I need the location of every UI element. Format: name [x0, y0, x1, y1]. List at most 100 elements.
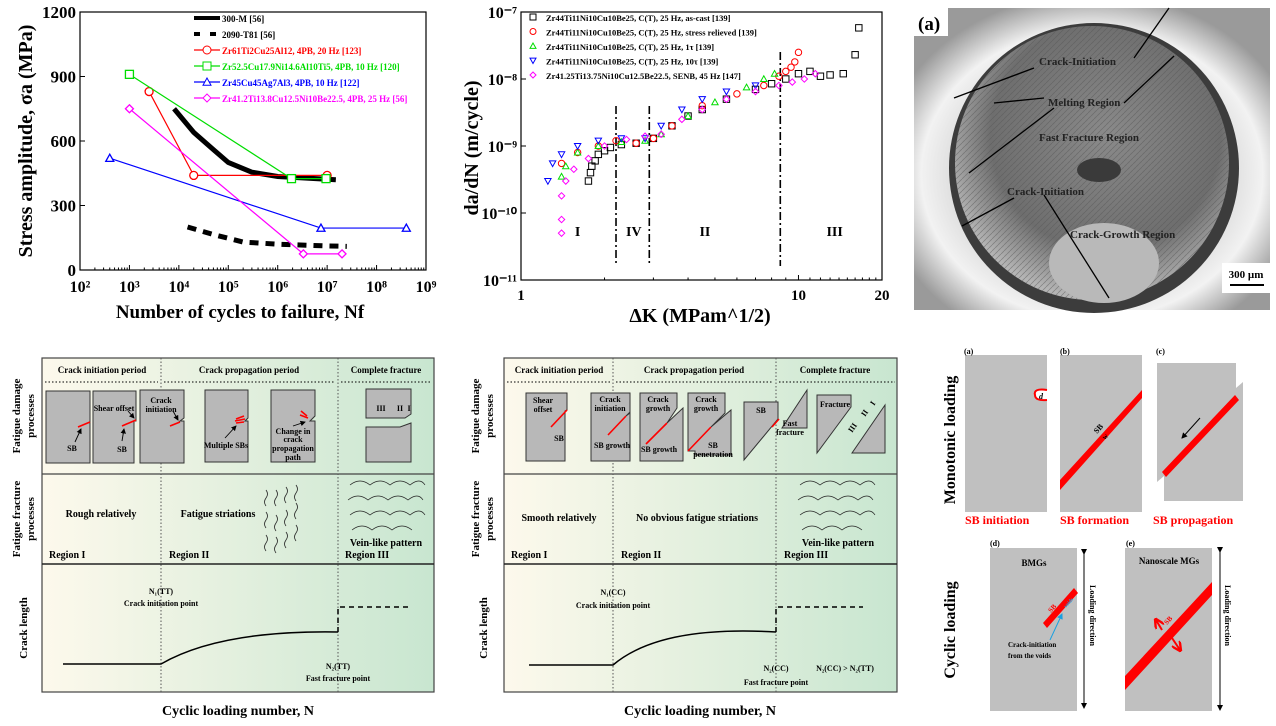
data-point-series-1 [782, 67, 790, 76]
panel-b-label: (b) [1060, 347, 1070, 356]
row-label-fracture-2: processes [25, 496, 37, 541]
data-point-series-3 [677, 106, 686, 114]
data-point [189, 170, 199, 181]
data-point-series-0 [851, 51, 859, 59]
fracture-vein-like: Vein-like pattern [802, 538, 875, 549]
data-point-series-2 [561, 161, 570, 170]
data-point-series-3 [573, 142, 582, 151]
x-tick-label: 10 [791, 288, 806, 304]
shear-band-b [1060, 390, 1142, 490]
diagram-xlabel: Cyclic loading number, N [624, 704, 776, 719]
y-tick-label: 10⁻⁷ [488, 5, 517, 22]
fracture-smooth: Smooth relatively [521, 513, 596, 524]
scale-bar-label: 300 µm [1229, 269, 1264, 281]
data-point-series-2 [557, 172, 566, 180]
data-point-series-2 [641, 136, 650, 144]
data-point-series-4 [698, 105, 707, 114]
legend-marker [202, 61, 212, 71]
x-tick-label: 10³ [119, 279, 140, 296]
y-tick-label: 0 [68, 261, 77, 280]
data-point-series-4 [677, 115, 686, 124]
data-point-series-0 [751, 85, 760, 94]
data-point-series-4 [641, 132, 649, 141]
data-point-series-4 [811, 69, 820, 78]
data-point-series-3 [641, 135, 650, 143]
x-tick-label: 20 [875, 288, 890, 304]
vein-pattern [797, 480, 876, 531]
region-i-label: Region I [511, 550, 548, 561]
shear-band-e [1125, 582, 1212, 690]
scale-bar-box [1222, 263, 1270, 293]
label-growth-2: growth [646, 404, 671, 413]
data-point-series-2 [617, 137, 626, 145]
label-sb-growth-1: SB growth [594, 441, 631, 450]
data-point-series-2 [770, 69, 779, 77]
annotation-arrows [953, 7, 1175, 299]
label-sb: SB [554, 434, 564, 443]
data-point-series-3 [557, 151, 566, 159]
legend-marker [529, 71, 537, 79]
shear-band-d [1043, 588, 1078, 628]
specimen-a [965, 355, 1047, 512]
nanoscale-label: Nanoscale MGs [1139, 556, 1200, 566]
sn-ylabel: Stress amplitude, σa (MPa) [15, 25, 37, 258]
x-tick-label: 10⁴ [168, 279, 189, 296]
y-tick-label: 300 [51, 197, 77, 216]
row-label-crack-length: Crack length [18, 597, 30, 658]
photo-label-crack-initiation-bottom: Crack-Initiation [1007, 186, 1084, 198]
y-tick-label: 1200 [42, 3, 76, 22]
data-point-series-3 [543, 177, 552, 186]
data-point-series-0 [767, 80, 776, 88]
period-crack-initiation: Crack initiation period [58, 365, 147, 375]
legend-label: 300-M [56] [222, 14, 264, 24]
fracture-rough: Rough relatively [66, 509, 137, 520]
data-point-series-2 [742, 83, 751, 91]
monotonic-loading-label: Monotonic loading [942, 376, 959, 504]
region-label: III [826, 225, 842, 240]
y-tick-label: 10⁻¹¹ [483, 273, 517, 290]
legend-marker [202, 93, 212, 103]
data-point-series-3 [698, 96, 707, 104]
row-label-fracture-1: Fatigue fracture [11, 481, 23, 558]
data-point-series-4 [788, 78, 797, 86]
y-tick-label: 900 [51, 68, 77, 87]
region-label: I [575, 225, 580, 240]
legend-label: Zr44Ti11Ni10Cu10Be25, C(T), 25 Hz, stres… [546, 28, 757, 38]
data-point-series-4 [557, 191, 566, 200]
data-point-series-3 [548, 160, 557, 168]
data-point-series-0 [606, 143, 615, 152]
label-sb-4: SB [756, 406, 766, 415]
data-point-series-1 [668, 122, 676, 130]
data-point-series-4 [751, 87, 760, 96]
region-iii-label: Region III [784, 550, 828, 561]
label-sb-growth-2: SB growth [641, 445, 678, 454]
y-tick-label: 600 [51, 132, 77, 151]
data-point-series-0 [584, 177, 593, 185]
label-fracture: Fracture [820, 400, 851, 409]
x-tick-label: 10⁷ [317, 279, 338, 296]
crack-initiation-label-1: Crack-initiation [1008, 641, 1056, 649]
loading-direction-e: Loading direction [1223, 585, 1232, 647]
row-label-damage-1: Fatigue damage [470, 378, 482, 453]
n2-label: N₂(TT) [326, 662, 351, 671]
data-point-series-2 [759, 74, 768, 83]
data-point-series-2 [710, 98, 719, 106]
caption-sb-initiation: SB initiation [965, 513, 1030, 527]
label-sb-penetration-2: penetration [693, 450, 733, 459]
y-tick-label: 10⁻¹⁰ [481, 206, 517, 223]
fracture-no-striations: No obvious fatigue striations [636, 513, 758, 524]
sb-label-d: SB [1047, 602, 1059, 614]
crack-length-curve [529, 630, 777, 666]
label-initiation: initiation [145, 405, 177, 414]
series-line-0 [172, 107, 336, 183]
data-point-series-0 [722, 95, 731, 103]
data-point-series-3 [722, 88, 731, 96]
crack-growth-ylabel: da/dN (m/cycle) [461, 81, 483, 216]
n1-label: N₁(CC) [600, 588, 625, 597]
data-point-series-2 [573, 148, 582, 156]
period-crack-propagation: Crack propagation period [199, 365, 299, 375]
x-tick-label: 10² [70, 279, 91, 296]
photo-label-crack-growth-region: Crack-Growth Region [1070, 229, 1175, 241]
sb-label-e: SB [1163, 614, 1175, 626]
fracture-striations: Fatigue striations [181, 509, 256, 520]
